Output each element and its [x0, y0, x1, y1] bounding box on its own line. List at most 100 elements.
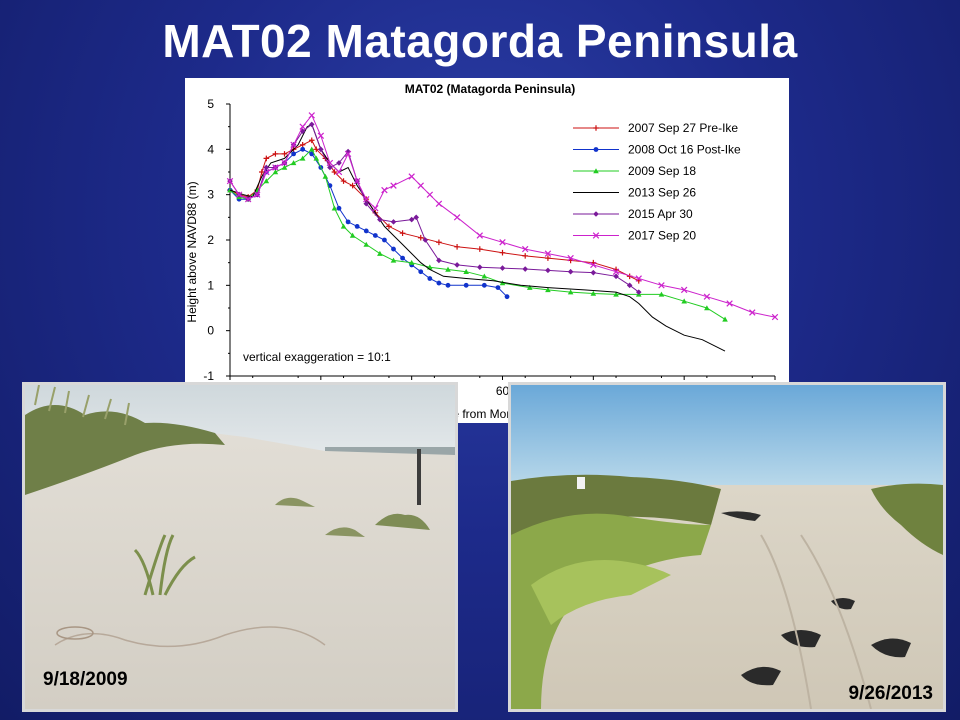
data-point — [317, 132, 325, 139]
dune-scene-2009: 9/18/2009 — [25, 385, 455, 709]
data-point — [436, 280, 442, 286]
chart-legend: 2007 Sep 27 Pre-Ike 2008 Oct 16 Post-Ike 2… — [573, 121, 741, 243]
data-point — [436, 257, 442, 264]
data-point — [390, 182, 397, 189]
data-point — [254, 191, 261, 198]
data-point — [658, 282, 665, 289]
data-point — [658, 291, 665, 297]
legend-label: 2007 Sep 27 Pre-Ike — [628, 121, 738, 135]
data-point — [526, 284, 533, 290]
data-point — [291, 151, 296, 157]
series-1 — [227, 137, 642, 284]
data-point — [635, 289, 642, 295]
data-point — [593, 125, 599, 131]
data-point — [318, 146, 324, 153]
data-point — [363, 200, 370, 207]
data-point — [299, 155, 306, 161]
data-point — [481, 282, 487, 288]
data-point — [453, 214, 461, 221]
data-point — [263, 178, 270, 184]
data-point — [226, 177, 234, 185]
data-point — [399, 230, 406, 236]
y-tick-label: 5 — [207, 97, 214, 111]
data-point — [593, 211, 599, 217]
data-point — [445, 282, 451, 288]
data-point — [408, 259, 415, 265]
data-point — [545, 287, 551, 293]
data-point — [476, 264, 483, 270]
data-point — [613, 291, 619, 297]
data-point — [363, 195, 370, 203]
chart-series — [226, 112, 779, 352]
data-point — [422, 237, 429, 243]
slide-title: MAT02 Matagorda Peninsula — [162, 15, 798, 67]
data-point — [386, 223, 392, 230]
data-point — [454, 262, 460, 268]
y-tick-label: 0 — [207, 324, 214, 338]
data-point — [390, 257, 397, 263]
data-point — [372, 205, 379, 212]
data-point — [290, 141, 297, 149]
data-point — [344, 150, 352, 158]
data-point — [463, 282, 469, 288]
data-point — [272, 164, 279, 171]
data-point — [377, 216, 383, 223]
dune-scene-2013: 9/26/2013 — [511, 385, 943, 709]
series-line — [229, 114, 776, 318]
y-tick-label: -1 — [203, 369, 214, 383]
data-point — [413, 214, 420, 221]
legend-item: 2017 Sep 20 — [573, 229, 696, 243]
beach-photo-2013: 9/26/2013 — [508, 382, 946, 712]
data-point — [335, 168, 343, 176]
data-point — [521, 245, 529, 253]
y-tick-label: 3 — [207, 188, 214, 202]
data-point — [418, 269, 424, 275]
data-point — [426, 191, 434, 198]
data-point — [272, 151, 279, 157]
data-point — [436, 239, 442, 246]
data-point — [340, 223, 347, 229]
profile-chart: MAT02 (Matagorda Peninsula) 020406080100… — [185, 78, 789, 423]
data-point — [417, 234, 424, 241]
data-point — [308, 112, 315, 119]
data-point — [593, 168, 599, 174]
data-point — [263, 168, 270, 176]
data-point — [363, 228, 369, 234]
data-point — [336, 205, 342, 211]
data-point — [680, 286, 688, 294]
series-line — [229, 148, 508, 298]
data-point — [372, 233, 378, 238]
data-point — [377, 250, 383, 256]
y-tick-label: 1 — [207, 278, 214, 292]
legend-item: 2008 Oct 16 Post-Ike — [573, 143, 741, 157]
data-point — [626, 282, 633, 289]
data-point — [435, 200, 443, 207]
data-point — [612, 268, 620, 275]
data-point — [681, 298, 687, 304]
data-point — [227, 187, 233, 193]
series-5 — [227, 121, 642, 295]
chart-title: MAT02 (Matagorda Peninsula) — [405, 82, 575, 96]
data-point — [499, 265, 506, 271]
data-point — [476, 232, 484, 239]
data-point — [544, 250, 552, 257]
data-point — [382, 237, 387, 243]
data-point — [326, 159, 334, 167]
data-point — [567, 268, 574, 275]
legend-label: 2013 Sep 26 — [628, 186, 696, 200]
data-point — [590, 269, 597, 276]
data-point — [408, 173, 415, 180]
data-point — [522, 266, 529, 272]
data-point — [281, 164, 288, 170]
data-point — [592, 232, 600, 239]
chart-annotation: vertical exaggeration = 10:1 — [243, 350, 391, 364]
data-point — [272, 169, 279, 175]
data-point — [417, 182, 424, 189]
data-point — [635, 275, 642, 282]
data-point — [593, 147, 599, 152]
data-point — [499, 249, 506, 256]
beach-photo-2009: 9/18/2009 — [22, 382, 458, 712]
data-point — [345, 148, 351, 155]
data-point — [349, 182, 356, 189]
data-point — [391, 246, 396, 252]
